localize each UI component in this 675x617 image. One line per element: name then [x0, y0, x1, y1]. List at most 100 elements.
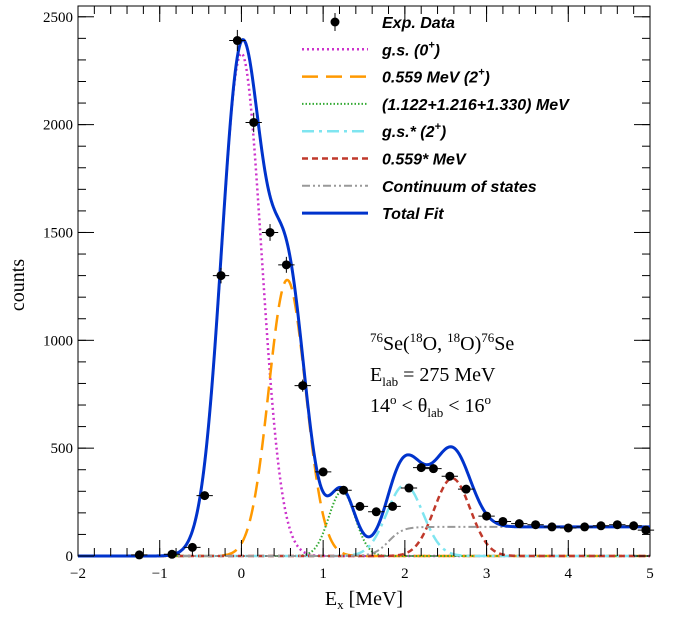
- data-marker: [187, 542, 197, 552]
- data-point: [527, 520, 544, 530]
- reaction-annotation: 76Se(18O, 18O)76Se Elab = 275 MeV 14o < …: [370, 330, 514, 420]
- data-point: [543, 522, 561, 532]
- x-tick-label: 4: [565, 566, 573, 582]
- fit-components: [78, 52, 650, 558]
- data-marker: [339, 485, 349, 495]
- y-tick-label: 0: [66, 549, 74, 565]
- data-marker: [498, 516, 508, 526]
- data-point: [400, 483, 418, 493]
- data-marker: [355, 501, 365, 511]
- data-point: [278, 256, 295, 273]
- x-tick-label: 1: [319, 566, 327, 582]
- data-marker: [596, 521, 606, 531]
- data-marker: [167, 549, 177, 559]
- data-point: [368, 507, 385, 517]
- data-point: [625, 521, 642, 531]
- data-marker: [404, 483, 414, 493]
- data-point: [245, 112, 262, 133]
- y-tick-label: 500: [51, 441, 74, 457]
- data-point: [637, 525, 655, 535]
- legend-item-cont: Continuum of states: [302, 179, 537, 196]
- legend-label: g.s.* (2+): [381, 121, 446, 141]
- component-curve-s559star: [78, 477, 650, 558]
- data-point: [229, 29, 246, 52]
- component-curve-s559: [78, 278, 650, 558]
- legend: Exp. Data g.s. (0+) 0.559 MeV (2+) (1.122+1…: [302, 13, 570, 223]
- data-marker: [629, 521, 639, 531]
- data-point: [212, 267, 230, 284]
- data-marker: [388, 501, 398, 511]
- x-tick-label: 2: [401, 566, 409, 582]
- data-point: [196, 491, 213, 501]
- data-point: [441, 471, 458, 481]
- legend-label: Continuum of states: [382, 179, 537, 196]
- x-tick-label: 5: [646, 566, 654, 582]
- exp-data-points: [131, 29, 655, 560]
- data-point: [294, 379, 311, 392]
- total-fit: [78, 37, 650, 558]
- data-marker: [200, 491, 210, 501]
- y-tick-label: 1500: [43, 225, 73, 241]
- data-point: [425, 464, 442, 474]
- legend-item-exp: Exp. Data: [330, 13, 455, 32]
- data-marker: [298, 381, 308, 391]
- legend-item-mult: (1.122+1.216+1.330) MeV: [302, 97, 570, 114]
- y-tick-label: 2000: [43, 118, 73, 134]
- data-marker: [563, 523, 573, 533]
- legend-label: g.s. (0+): [381, 39, 440, 59]
- data-point: [351, 501, 369, 511]
- legend-item-gs: g.s. (0+): [302, 39, 440, 59]
- legend-label: 0.559* MeV: [382, 152, 467, 169]
- data-point: [314, 467, 332, 477]
- data-point: [457, 484, 475, 494]
- component-curve-gs: [78, 52, 650, 558]
- energy-label: Elab = 275 MeV: [370, 364, 496, 389]
- data-point: [560, 523, 577, 533]
- legend-label: Total Fit: [382, 206, 444, 223]
- data-point: [511, 519, 528, 529]
- x-tick-label: −1: [152, 566, 168, 582]
- legend-marker: [330, 17, 340, 27]
- x-axis-title: Ex [MeV]: [325, 588, 403, 612]
- data-point: [478, 511, 495, 521]
- component-curve-mult: [78, 490, 650, 557]
- data-point: [413, 463, 430, 473]
- data-point: [384, 501, 401, 511]
- legend-label: Exp. Data: [382, 15, 455, 32]
- data-marker: [318, 467, 328, 477]
- data-marker: [249, 117, 259, 127]
- data-point: [592, 521, 610, 531]
- legend-item-s559: 0.559 MeV (2+): [302, 67, 490, 87]
- data-marker: [232, 36, 242, 46]
- reaction-label: 76Se(18O, 18O)76Se: [370, 330, 514, 355]
- data-point: [184, 542, 201, 552]
- data-point: [494, 516, 512, 526]
- x-tick-label: 3: [483, 566, 491, 582]
- data-point: [163, 549, 181, 559]
- data-marker: [428, 464, 438, 474]
- data-marker: [612, 520, 622, 530]
- legend-item-total: Total Fit: [302, 206, 444, 223]
- data-marker: [445, 471, 455, 481]
- legend-item-s559star: 0.559* MeV: [302, 152, 467, 169]
- data-marker: [416, 463, 426, 473]
- legend-label: (1.122+1.216+1.330) MeV: [382, 97, 570, 114]
- data-marker: [461, 484, 471, 494]
- data-marker: [482, 511, 492, 521]
- data-marker: [580, 522, 590, 532]
- data-marker: [371, 507, 381, 517]
- data-marker: [216, 271, 226, 281]
- data-marker: [641, 525, 651, 535]
- total-fit-curve: [78, 37, 650, 558]
- legend-label: 0.559 MeV (2+): [382, 67, 490, 87]
- x-tick-label: −2: [70, 566, 86, 582]
- component-curve-gsstar: [78, 483, 650, 558]
- data-marker: [547, 522, 557, 532]
- data-marker: [531, 520, 541, 530]
- data-point: [261, 224, 279, 241]
- data-point: [335, 485, 352, 495]
- data-marker: [134, 550, 144, 560]
- data-marker: [281, 260, 291, 270]
- data-point: [576, 522, 593, 532]
- data-marker: [514, 519, 524, 529]
